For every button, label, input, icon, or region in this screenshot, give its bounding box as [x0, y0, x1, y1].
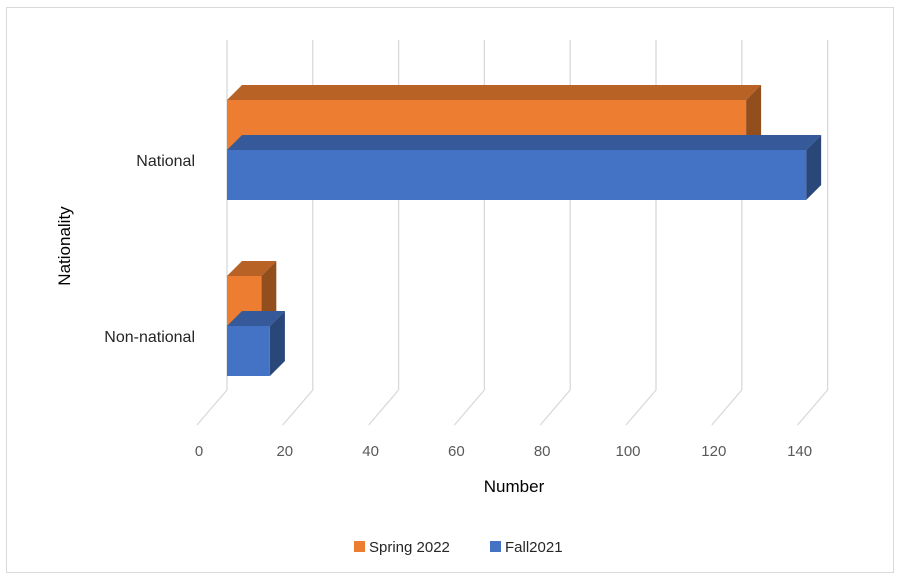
x-tick-label: 120 [701, 443, 726, 460]
category-label: Non-national [104, 329, 195, 346]
legend-swatch-spring-2022 [354, 541, 365, 552]
x-tick-label: 0 [195, 443, 203, 460]
legend-swatch-fall2021 [490, 541, 501, 552]
bar-top-face [227, 261, 277, 276]
bar-national-fall2021 [227, 150, 807, 200]
y-axis-title: Nationality [55, 206, 74, 286]
x-tick-label: 60 [448, 443, 465, 460]
gridline-floor [282, 389, 314, 426]
bar-top-face [227, 135, 822, 150]
gridline-floor [368, 389, 400, 426]
bar-side-face [261, 261, 277, 326]
bar-side-face [806, 135, 822, 200]
bar-side-face [746, 85, 762, 150]
x-tick-label: 40 [362, 443, 379, 460]
legend: Spring 2022 Fall2021 [354, 539, 563, 556]
legend-label-fall2021: Fall2021 [505, 539, 563, 556]
x-axis-title: Number [484, 477, 545, 496]
x-tick-label: 100 [615, 443, 640, 460]
gridline-floor [625, 389, 657, 426]
gridline-floor [453, 389, 485, 426]
category-labels: National Non-national [104, 153, 195, 346]
bar-top-face [227, 85, 762, 100]
bars [227, 85, 822, 376]
bar-non-national-fall2021 [227, 326, 270, 376]
x-tick-label: 20 [276, 443, 293, 460]
legend-label-spring-2022: Spring 2022 [369, 539, 450, 556]
gridline-floor [196, 389, 228, 426]
x-tick-labels: 0 20 40 60 80 100 120 140 [195, 443, 812, 460]
bar-side-face [269, 311, 285, 376]
gridline-floor [797, 389, 829, 426]
x-tick-label: 80 [534, 443, 551, 460]
bar-top-face [227, 311, 285, 326]
x-tick-label: 140 [787, 443, 812, 460]
gridline-floor [539, 389, 571, 426]
gridline-floor [711, 389, 743, 426]
category-label: National [136, 153, 195, 170]
